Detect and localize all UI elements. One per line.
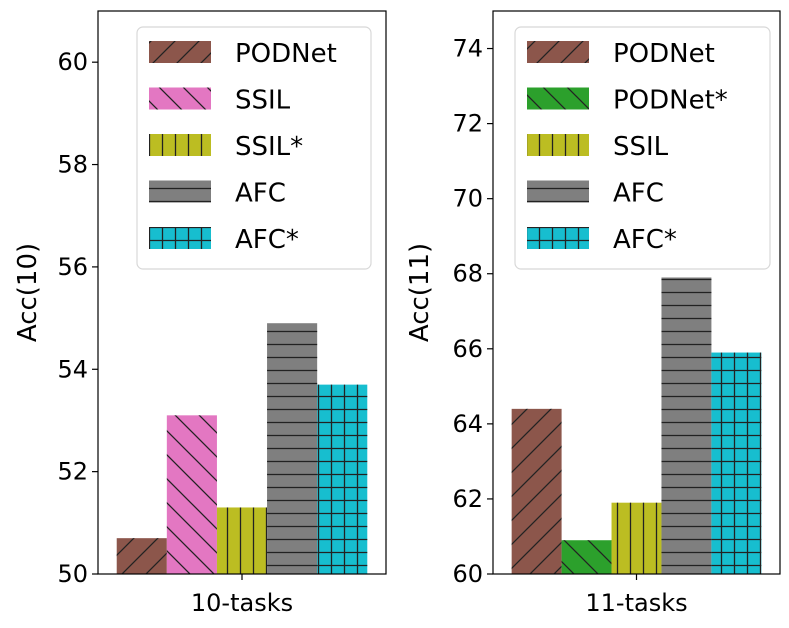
y-tick-label: 52 xyxy=(57,458,88,486)
chart-panel-1: 50 52 54 56 58 60 10-tasks Acc(10) PODNet SSIL SSI… xyxy=(13,10,387,617)
legend-item: PODNet* xyxy=(527,86,728,116)
legend-label: PODNet xyxy=(613,39,715,69)
y-tick-label: 72 xyxy=(452,110,483,138)
legend-item: SSIL xyxy=(527,132,669,162)
legend-item: AFC xyxy=(527,179,664,209)
y-tick-label: 64 xyxy=(452,410,483,438)
y-tick-label: 60 xyxy=(452,560,483,588)
bar-podnet-star xyxy=(561,540,612,574)
y-axis-label: Acc(11) xyxy=(405,243,435,342)
y-tick-label: 62 xyxy=(452,485,483,513)
y-tick-label: 56 xyxy=(57,253,88,281)
y-axis-label: Acc(10) xyxy=(13,243,43,342)
bar-podnet xyxy=(511,408,562,574)
y-tick-label: 50 xyxy=(57,560,88,588)
bar-afc xyxy=(661,277,712,574)
bar-afc-star xyxy=(711,352,762,574)
legend-label: SSIL xyxy=(235,86,291,116)
bar-ssil-star xyxy=(216,507,268,574)
bar-ssil xyxy=(611,502,662,574)
y-tick-label: 74 xyxy=(452,35,483,63)
y-tick-label: 54 xyxy=(57,355,88,383)
y-tick-label: 70 xyxy=(452,185,483,213)
legend-label: SSIL xyxy=(613,132,669,162)
legend-label: SSIL* xyxy=(235,132,303,162)
legend-item: PODNet xyxy=(149,39,337,69)
bar-afc-star xyxy=(317,384,368,574)
bar-afc xyxy=(267,323,318,574)
chart-panel-2: 606264666870727411-tasksAcc(11)PODNetPOD… xyxy=(405,10,781,617)
legend-label: PODNet* xyxy=(613,86,728,116)
legend-item: PODNet xyxy=(527,39,715,69)
x-tick-label: 10-tasks xyxy=(191,589,293,617)
x-tick-label: 11-tasks xyxy=(585,589,687,617)
legend-label: AFC xyxy=(235,179,286,209)
y-tick-label: 58 xyxy=(57,151,88,179)
legend-item: AFC* xyxy=(149,225,299,255)
legend-label: AFC xyxy=(613,179,664,209)
bar-podnet xyxy=(116,538,167,574)
legend-item: SSIL xyxy=(149,86,291,116)
legend-label: PODNet xyxy=(235,39,337,69)
bar-ssil xyxy=(166,415,217,574)
legend-item: AFC* xyxy=(527,225,677,255)
legend-label: AFC* xyxy=(613,225,677,255)
y-tick-label: 60 xyxy=(57,48,88,76)
legend-label: AFC* xyxy=(235,225,299,255)
legend: PODNet SSIL SSIL* AFC AFC* xyxy=(136,26,372,270)
y-tick-label: 66 xyxy=(452,335,483,363)
y-tick-label: 68 xyxy=(452,260,483,288)
legend: PODNet PODNet* SSIL AFC AFC* xyxy=(514,26,771,270)
legend-item: SSIL* xyxy=(149,132,303,162)
legend-item: AFC xyxy=(149,179,286,209)
